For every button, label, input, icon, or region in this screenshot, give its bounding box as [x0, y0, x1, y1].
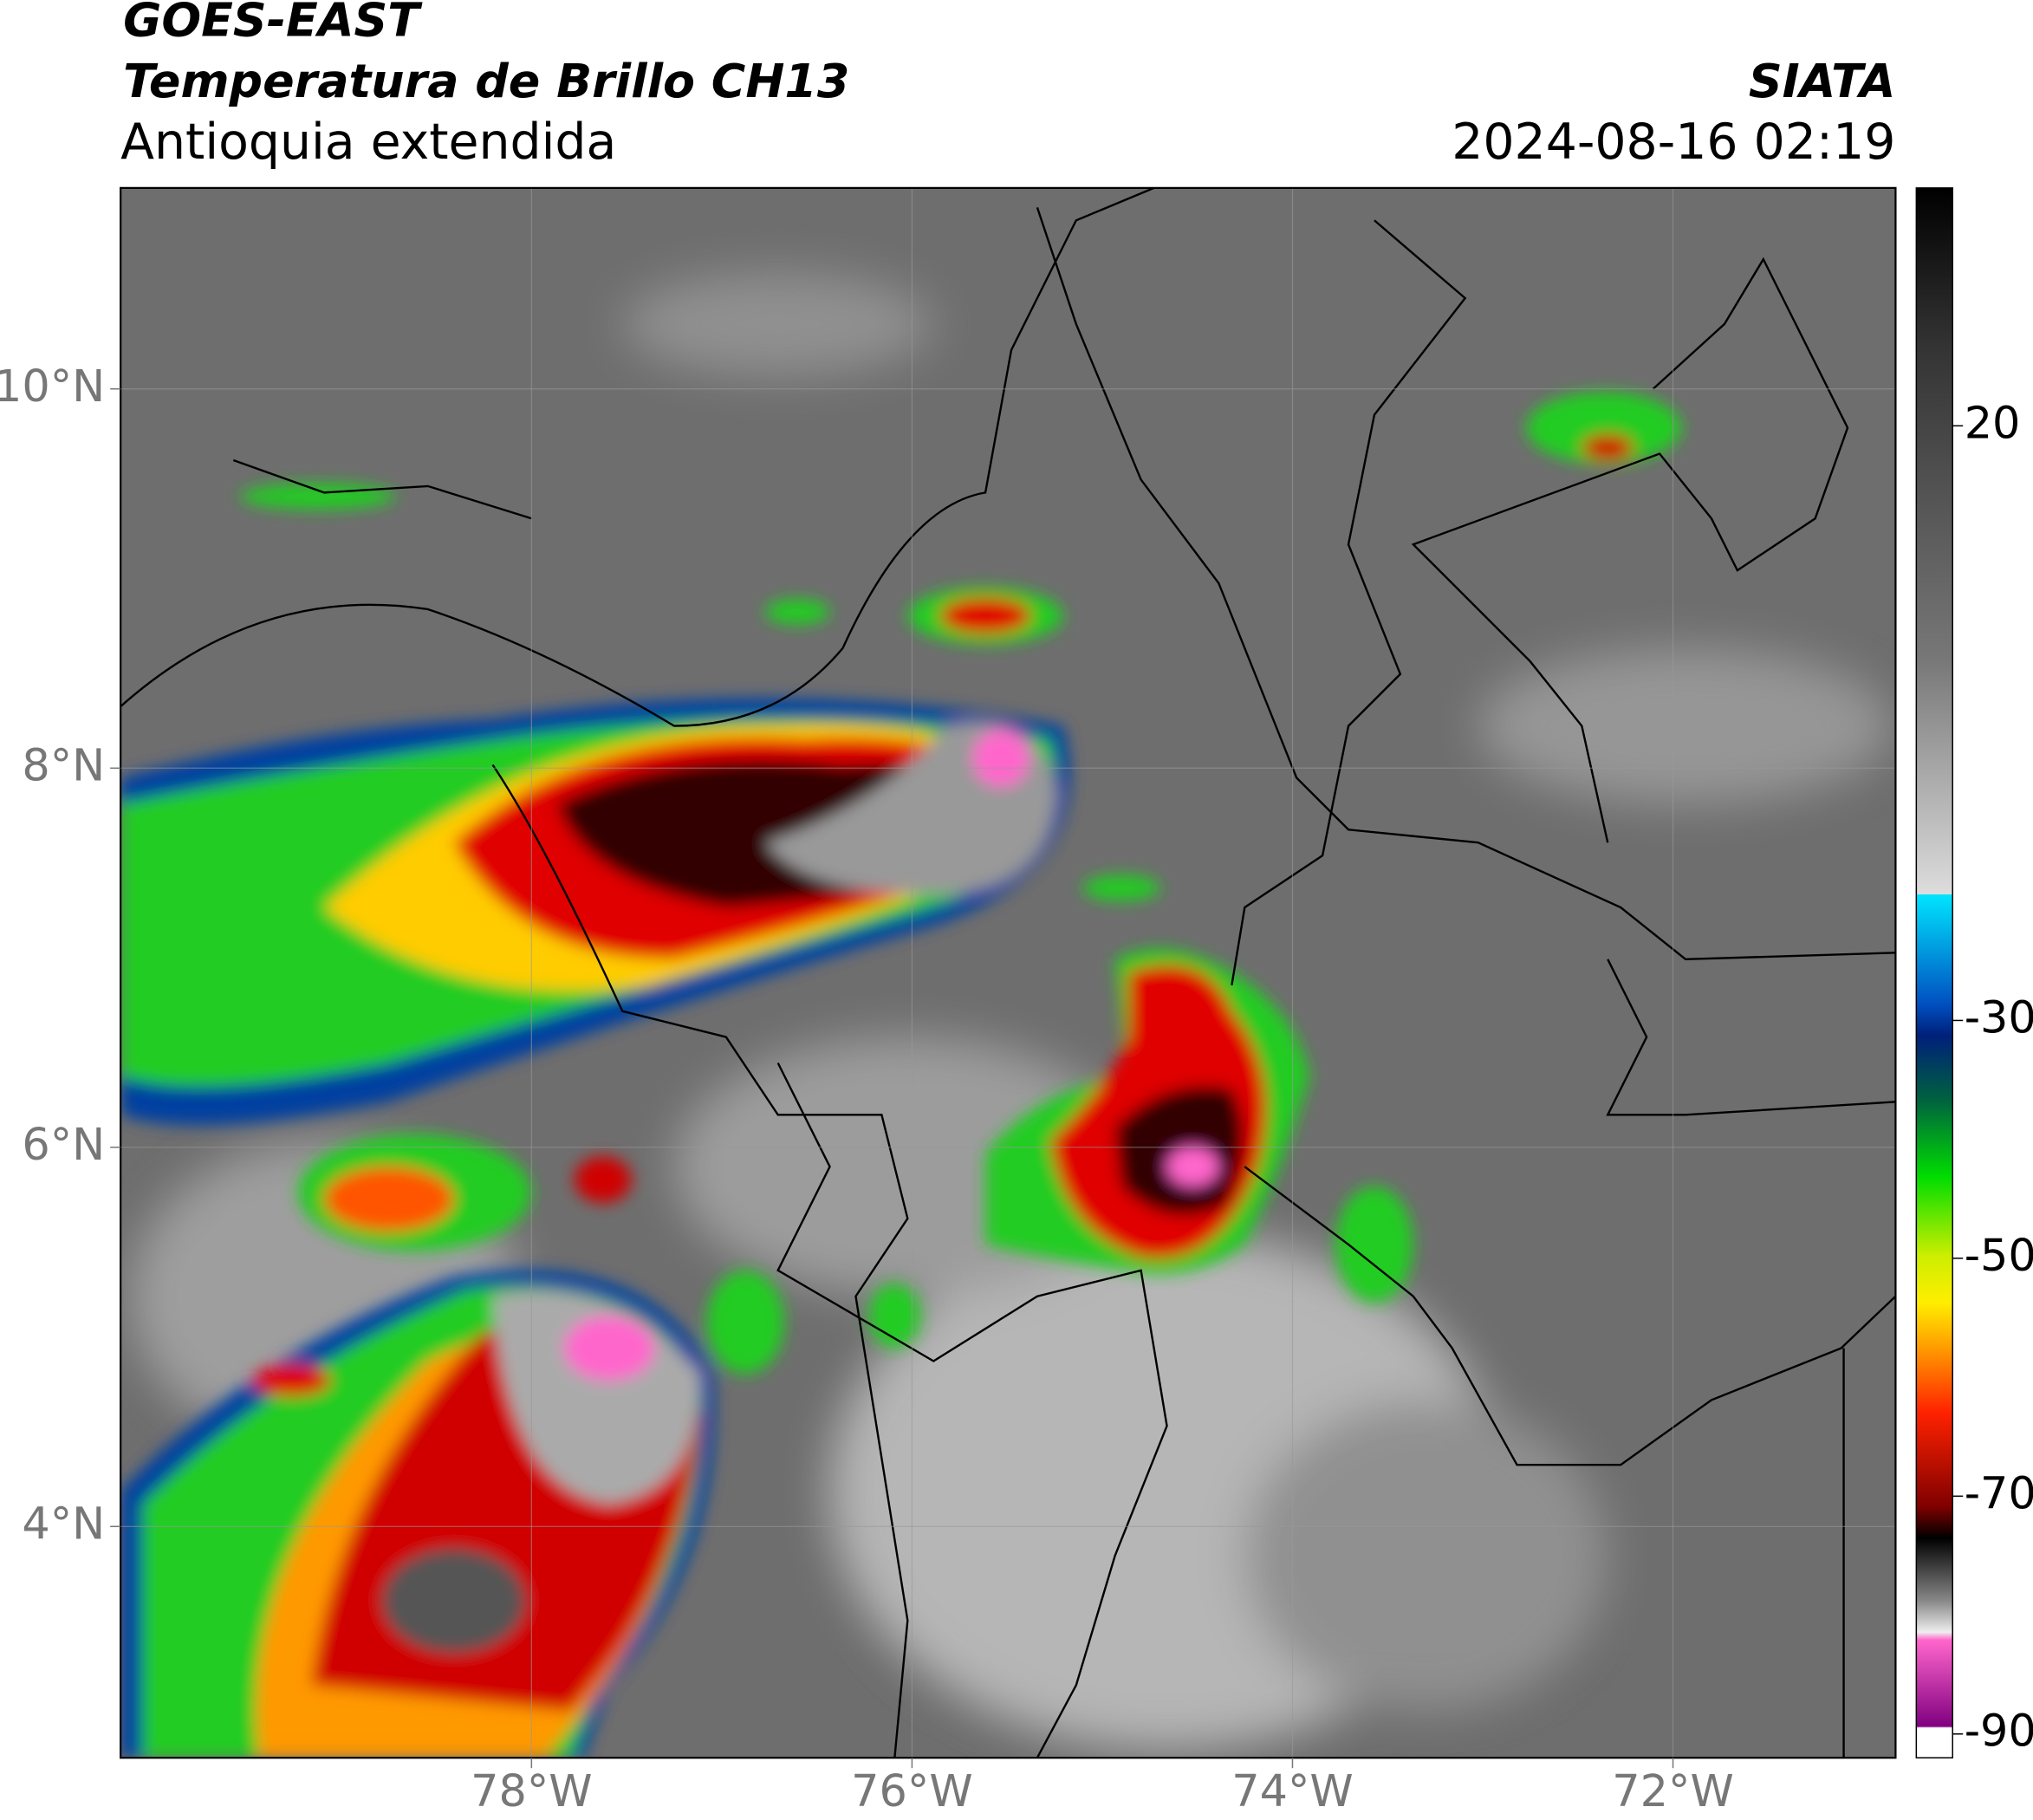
x-tick-label: 76°W [851, 1765, 972, 1817]
satellite: GOES-EAST [123, 0, 423, 48]
borders [120, 187, 1896, 1758]
x-tick-label: 72°W [1612, 1765, 1733, 1817]
x-tick-label: 74°W [1231, 1765, 1353, 1817]
datetime: 2024-08-16 02:19 [1452, 114, 1895, 171]
map-image [120, 187, 1896, 1758]
product: Temperatura de Brillo CH13 [123, 54, 849, 108]
x-tick-label: 78°W [471, 1765, 592, 1817]
agency: SIATA [1749, 54, 1896, 108]
colorbar-tick-label: 20 [1965, 397, 2021, 448]
y-tick-label: 4°N [22, 1498, 105, 1549]
y-tick-label: 8°N [22, 739, 105, 790]
colorbar-tick-label: -50 [1965, 1230, 2033, 1281]
region: Antioquia extendida [120, 114, 616, 171]
grid [120, 187, 1896, 1758]
map-frame [120, 186, 1897, 1759]
y-tick-label: 10°N [0, 361, 105, 412]
colorbar-tick-label: -70 [1965, 1467, 2033, 1518]
colorbar-tick-label: -90 [1965, 1706, 2033, 1757]
y-tick-label: 6°N [22, 1119, 105, 1170]
colorbar [1915, 187, 1953, 1758]
colorbar-tick-label: -30 [1965, 991, 2033, 1043]
